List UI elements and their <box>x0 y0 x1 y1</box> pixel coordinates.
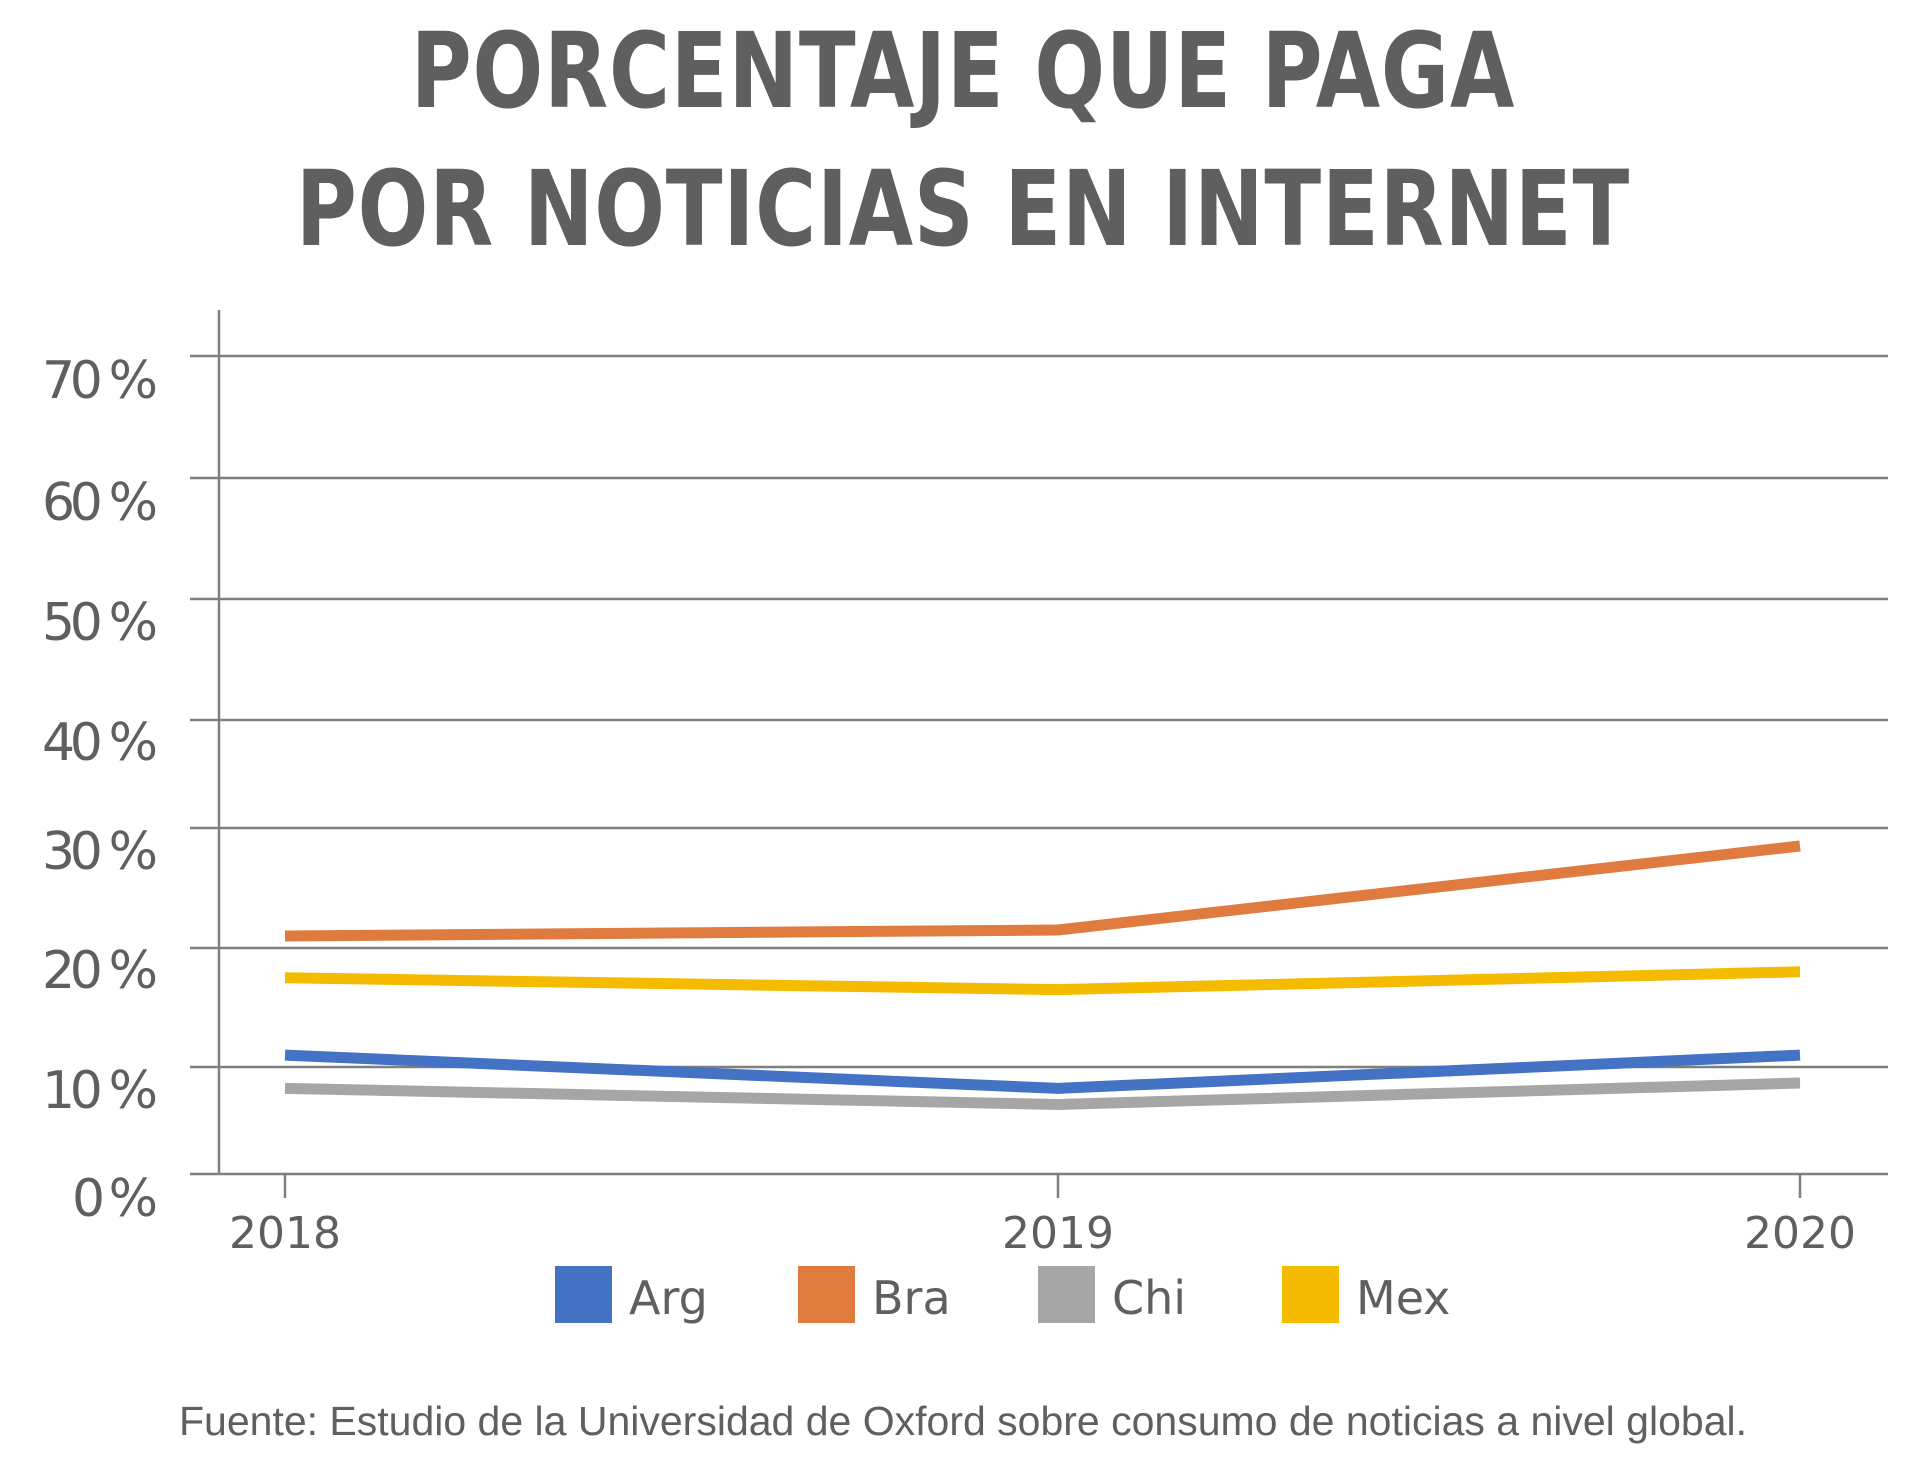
series-line-arg <box>284 1049 1801 1094</box>
x-tick-label: 2019 <box>1002 1208 1114 1259</box>
x-tick-label: 2018 <box>229 1208 341 1259</box>
y-tick-label: 70 % <box>42 351 158 411</box>
legend-swatch-arg <box>555 1266 612 1323</box>
legend-label-chi: Chi <box>1112 1271 1186 1325</box>
y-tick-labels: 0 % 10 % 20 % 30 % 40 % 50 % 60 % 70 % <box>42 351 158 1229</box>
y-tick-label: 60 % <box>42 473 158 533</box>
series-line-chi <box>284 1077 1801 1110</box>
source-note: Fuente: Estudio de la Universidad de Oxf… <box>178 1398 1747 1444</box>
legend: Arg Bra Chi Mex <box>555 1266 1450 1325</box>
axes <box>190 310 1888 1198</box>
legend-label-mex: Mex <box>1356 1271 1450 1325</box>
x-tick-label: 2020 <box>1744 1208 1856 1259</box>
y-tick-label: 30 % <box>42 822 158 882</box>
legend-swatch-chi <box>1038 1266 1095 1323</box>
legend-swatch-bra <box>798 1266 855 1323</box>
y-tick-label: 40 % <box>42 713 158 773</box>
series-line-mex <box>284 966 1801 996</box>
y-tick-label: 10 % <box>42 1061 158 1121</box>
x-tick-labels: 2018 2019 2020 <box>229 1208 1856 1259</box>
y-tick-label: 20 % <box>42 941 158 1001</box>
series-line-bra <box>284 840 1801 942</box>
y-tick-label: 0 % <box>72 1169 158 1229</box>
legend-label-arg: Arg <box>629 1271 708 1325</box>
chart-title-line-2: POR NOTICIAS EN INTERNET <box>295 148 1631 270</box>
grid-lines <box>219 354 1888 1069</box>
y-tick-label: 50 % <box>42 593 158 653</box>
chart-title-line-1: PORCENTAJE QUE PAGA <box>410 10 1516 132</box>
legend-label-bra: Bra <box>872 1271 951 1325</box>
legend-swatch-mex <box>1282 1266 1339 1323</box>
series-lines <box>284 840 1801 1110</box>
